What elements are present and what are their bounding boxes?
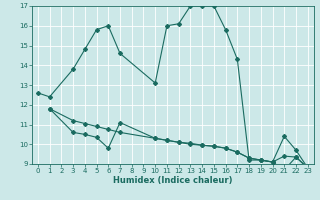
X-axis label: Humidex (Indice chaleur): Humidex (Indice chaleur): [113, 176, 233, 185]
